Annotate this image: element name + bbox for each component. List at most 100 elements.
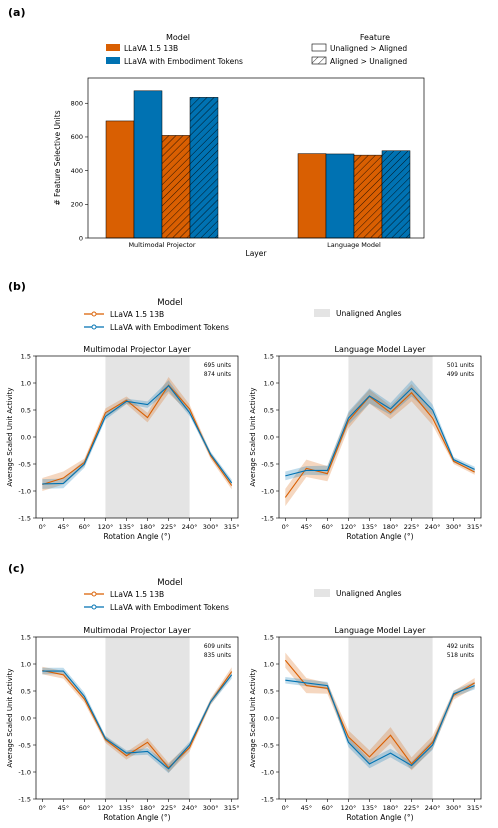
- y-tick-label-a-4: 800: [71, 100, 83, 108]
- chart-title-b2: Language Model Layer: [335, 345, 427, 354]
- legend-b-shade-label: Unaligned Angles: [336, 309, 402, 318]
- shaded-region-b1: [105, 356, 190, 518]
- annotation-c2-1: 518 units: [447, 653, 474, 659]
- bar-1-1: [326, 153, 354, 238]
- x-tick-label-b1-0: 0°: [39, 523, 46, 531]
- x-tick-label-b1-3: 120°: [98, 523, 114, 531]
- x-tick-label-c1-4: 135°: [119, 804, 135, 812]
- series-line-b1-1: [42, 384, 233, 485]
- y-tick-label-b2-4: 0.5: [264, 406, 274, 414]
- x-tick-label-b1-5: 180°: [140, 523, 156, 531]
- line-chart-c2: -1.5 -1.0 -0.5 0.0 0.5 1.0 1.5 0° 45° 60° 120° 135°…: [249, 626, 483, 822]
- y-tick-label-b2-1: -1.0: [261, 487, 274, 495]
- y-tick-label-c2-4: 0.5: [264, 687, 274, 695]
- y-tick-label-a-2: 400: [71, 167, 83, 175]
- annotation-c2-0: 492 units: [447, 644, 474, 650]
- y-tick-label-c2-5: 1.0: [264, 660, 274, 668]
- y-tick-label-b1-4: 0.5: [21, 406, 31, 414]
- x-tick-label-c1-5: 180°: [140, 804, 156, 812]
- x-tick-label-b1-9: 315°: [224, 523, 240, 531]
- x-tick-label-c1-7: 240°: [182, 804, 198, 812]
- y-tick-label-c1-1: -1.0: [18, 768, 31, 776]
- legend-c-marker-orange: [91, 591, 97, 597]
- x-tick-label-a-1: Language Model: [327, 241, 381, 249]
- x-tick-label-c1-8: 300°: [203, 804, 219, 812]
- series-line-c2-1: [285, 679, 475, 767]
- bar-hatch-0-3: [190, 97, 218, 238]
- y-axis-label-b1: Average Scaled Unit Activity: [6, 387, 14, 486]
- legend-model-entry-1: LLaVA 1.5 13B: [124, 44, 178, 53]
- x-tick-label-b1-7: 240°: [182, 523, 198, 531]
- y-tick-label-c2-1: -1.0: [261, 768, 274, 776]
- x-axis-label-c1: Rotation Angle (°): [103, 813, 170, 822]
- annotation-c1-0: 609 units: [204, 644, 231, 650]
- shaded-region-c2: [348, 637, 433, 799]
- y-tick-label-b2-2: -0.5: [261, 460, 274, 468]
- legend-c-entry-1: LLaVA 1.5 13B: [110, 590, 164, 599]
- x-tick-label-b2-9: 315°: [467, 523, 483, 531]
- y-tick-label-b2-5: 1.0: [264, 379, 274, 387]
- x-axis-label-b2: Rotation Angle (°): [346, 532, 413, 541]
- x-tick-label-c1-9: 315°: [224, 804, 240, 812]
- legend-feature-swatch-plain: [311, 43, 327, 52]
- y-tick-label-b1-3: 0.0: [21, 433, 31, 441]
- band-c1-0: [42, 666, 232, 773]
- legend-model: Model LLaVA 1.5 13B LLaVA with Embodimen…: [106, 33, 243, 66]
- legend-model-entry-2: LLaVA with Embodiment Tokens: [124, 57, 243, 66]
- line-chart-b1: -1.5 -1.0 -0.5 0.0 0.5 1.0 1.5 0° 45° 60° 120° 135°…: [6, 345, 240, 541]
- x-tick-label-b2-7: 240°: [425, 523, 441, 531]
- x-axis-label-a: Layer: [246, 249, 268, 258]
- y-tick-label-c2-3: 0.0: [264, 714, 274, 722]
- x-tick-label-b2-1: 45°: [301, 523, 313, 531]
- legend-b-entry-1: LLaVA 1.5 13B: [110, 310, 164, 319]
- x-axis-label-c2: Rotation Angle (°): [346, 813, 413, 822]
- legend-model-swatch-blue: [106, 57, 120, 64]
- line-chart-b2: -1.5 -1.0 -0.5 0.0 0.5 1.0 1.5 0° 45° 60° 120° 135°…: [249, 345, 483, 541]
- x-tick-label-b1-2: 60°: [79, 523, 91, 531]
- series-line-c1-0: [42, 669, 233, 769]
- bar-chart-a: Multimodal Projector Language Model 0 200 40…: [53, 77, 425, 258]
- legend-feature-entry-1: Unaligned > Aligned: [330, 44, 407, 53]
- x-tick-label-b2-2: 60°: [322, 523, 334, 531]
- shaded-region-c1: [105, 637, 190, 799]
- x-tick-label-c2-0: 0°: [282, 804, 289, 812]
- y-tick-label-c2-0: -1.5: [261, 795, 274, 803]
- legend-model-title: Model: [166, 33, 190, 42]
- legend-c-shade-label: Unaligned Angles: [336, 589, 402, 598]
- x-tick-label-b1-4: 135°: [119, 523, 135, 531]
- x-axis-label-b1: Rotation Angle (°): [103, 532, 170, 541]
- x-tick-label-b2-6: 225°: [404, 523, 420, 531]
- y-tick-label-a-1: 200: [71, 201, 83, 209]
- legend-model-swatch-orange: [106, 44, 120, 51]
- y-tick-label-a-0: 0: [79, 234, 83, 242]
- bar-1-0: [298, 153, 326, 238]
- x-tick-label-b2-5: 180°: [383, 523, 399, 531]
- legend-feature-title: Feature: [360, 33, 390, 42]
- x-tick-label-b2-8: 300°: [446, 523, 462, 531]
- bar-hatch-0-2: [162, 135, 190, 238]
- y-tick-label-b1-2: -0.5: [18, 460, 31, 468]
- x-tick-label-c2-3: 120°: [341, 804, 357, 812]
- legend-feature-swatch-hatched: [311, 56, 327, 65]
- x-tick-label-b2-0: 0°: [282, 523, 289, 531]
- x-tick-label-c2-4: 135°: [362, 804, 378, 812]
- annotation-c1-1: 835 units: [204, 653, 231, 659]
- band-b1-1: [42, 380, 232, 489]
- x-tick-label-c2-8: 300°: [446, 804, 462, 812]
- x-tick-label-c2-6: 225°: [404, 804, 420, 812]
- y-tick-label-b1-6: 1.5: [21, 352, 31, 360]
- legend-c-marker-blue: [91, 604, 97, 610]
- series-line-b2-1: [285, 387, 475, 477]
- x-tick-label-b1-8: 300°: [203, 523, 219, 531]
- legend-feature-entry-2: Aligned > Unaligned: [330, 57, 407, 66]
- y-tick-label-b2-0: -1.5: [261, 514, 274, 522]
- x-tick-label-b2-4: 135°: [362, 523, 378, 531]
- y-tick-label-c2-2: -0.5: [261, 741, 274, 749]
- legend-b-title: Model: [157, 298, 183, 308]
- panel-b-label: (b): [8, 280, 26, 293]
- line-chart-c1: -1.5 -1.0 -0.5 0.0 0.5 1.0 1.5 0° 45° 60° 120° 135°…: [6, 626, 240, 822]
- y-tick-label-c1-2: -0.5: [18, 741, 31, 749]
- legend-c: Model LLaVA 1.5 13B LLaVA with Embodimen…: [84, 578, 402, 612]
- y-tick-label-b2-6: 1.5: [264, 352, 274, 360]
